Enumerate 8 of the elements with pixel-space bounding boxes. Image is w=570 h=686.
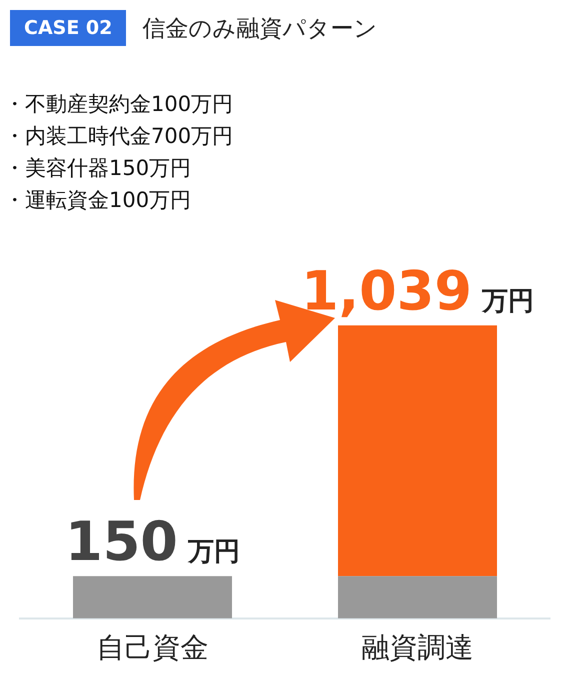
text: ・内装工時代金700万円 bbox=[4, 123, 234, 150]
chart-subtitle: CASE 02 bbox=[10, 10, 126, 46]
text: ・不動産契約金100万円 bbox=[4, 91, 234, 118]
chart-title: 信金のみ融資パターン bbox=[142, 14, 378, 44]
x-tick-label: 自己資金 bbox=[96, 632, 208, 663]
text: ・運転資金100万円 bbox=[4, 187, 192, 214]
text: ・美容什器150万円 bbox=[4, 155, 192, 182]
x-tick-label: 融資調達 bbox=[362, 632, 474, 663]
